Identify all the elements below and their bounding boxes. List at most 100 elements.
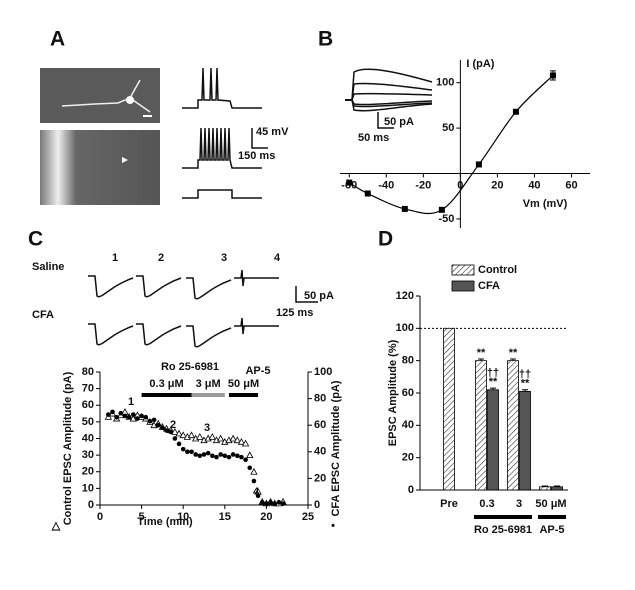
y2-tick-label: 20 <box>314 472 326 484</box>
y2-tick-label: 100 <box>314 366 332 378</box>
point <box>243 457 248 463</box>
point <box>122 413 128 419</box>
point <box>205 450 211 456</box>
scale-label: 45 mV <box>256 126 289 138</box>
point <box>218 452 223 457</box>
point <box>229 434 237 442</box>
point-label: 2 <box>170 419 176 431</box>
point <box>233 436 241 444</box>
point <box>272 501 278 506</box>
significance: ** <box>489 376 498 388</box>
y-tick-label: -50 <box>438 213 454 225</box>
point <box>118 410 124 416</box>
x-tick-label: 60 <box>565 179 577 191</box>
y-tick-label: 100 <box>396 322 414 334</box>
point <box>239 454 244 460</box>
bar <box>507 360 519 491</box>
bar <box>487 389 499 491</box>
point <box>180 446 186 452</box>
epsc-traces <box>87 269 318 348</box>
trace-row-label: Saline <box>32 261 64 273</box>
y-tick-label: 80 <box>402 355 414 367</box>
x-tick-label: Pre <box>440 498 458 510</box>
trace-col-label: 3 <box>221 252 227 264</box>
x-tick-label: -40 <box>378 179 394 191</box>
point <box>230 452 236 457</box>
y-tick-label: 20 <box>402 452 414 464</box>
bar <box>539 486 551 491</box>
x-tick-label: 20 <box>260 511 272 523</box>
x-tick-label: 20 <box>491 179 503 191</box>
y-tick-label: 10 <box>82 482 94 494</box>
point <box>189 449 194 455</box>
x-tick-label: 5 <box>139 511 145 523</box>
point <box>164 428 169 433</box>
point <box>247 465 253 471</box>
point <box>160 425 165 431</box>
point <box>234 453 240 459</box>
point <box>250 467 258 475</box>
y-axis-label: I (pA) <box>466 58 494 70</box>
significance: ** <box>521 378 530 390</box>
error-bar <box>478 358 484 361</box>
point <box>106 412 111 417</box>
group-bar <box>538 515 566 519</box>
point <box>110 409 115 415</box>
x-tick-label: 10 <box>177 511 189 523</box>
y-tick-label: 0 <box>408 484 414 496</box>
point <box>196 433 204 440</box>
y-tick-label: 120 <box>396 290 414 302</box>
panel-label: D <box>378 228 393 251</box>
point <box>197 453 203 459</box>
point <box>208 433 216 440</box>
y2-axis-label: CFA EPSC Amplitude (pA) <box>330 380 342 516</box>
point <box>185 449 190 455</box>
trace-col-label: 4 <box>274 252 281 264</box>
point <box>475 161 482 168</box>
point-label: 3 <box>204 422 210 434</box>
point <box>259 500 265 505</box>
current-clamp-traces <box>182 67 268 199</box>
point <box>401 205 408 212</box>
point <box>214 454 219 460</box>
point <box>346 179 353 186</box>
point <box>175 429 183 437</box>
trace-col-label: 2 <box>158 252 164 264</box>
point <box>246 451 254 459</box>
scale-label: 125 ms <box>276 307 313 319</box>
y2-tick-label: 0 <box>314 499 320 511</box>
scale-label: 50 pA <box>304 290 334 302</box>
significance: †† <box>519 369 531 381</box>
x-tick-label: 25 <box>302 511 314 523</box>
x-tick-label: 15 <box>219 511 231 523</box>
point <box>255 493 261 498</box>
drug-bar <box>228 393 259 397</box>
error-bar <box>510 358 516 361</box>
point <box>151 417 157 423</box>
point <box>512 108 519 115</box>
point <box>172 436 178 441</box>
trace-col-label: 1 <box>112 252 118 264</box>
bar <box>519 390 531 491</box>
error-bar <box>490 387 496 390</box>
scale-label: 50 ms <box>358 132 389 144</box>
y-tick-label: 40 <box>82 432 94 444</box>
y-tick-label: 60 <box>402 387 414 399</box>
x-tick-label: 0.3 <box>479 498 494 510</box>
y-tick-label: 0 <box>88 499 94 511</box>
y-tick-label: 30 <box>82 449 94 461</box>
drug-label: 3 μM <box>196 378 221 390</box>
point <box>364 190 371 197</box>
y-tick-label: 50 <box>82 416 94 428</box>
point <box>139 413 144 419</box>
legend-swatch <box>451 280 475 292</box>
panel-label: A <box>50 28 65 51</box>
y2-tick-label: 80 <box>314 393 326 405</box>
point-label: 1 <box>128 396 134 408</box>
y-tick-label: 100 <box>436 77 454 89</box>
fit-curve <box>348 75 554 215</box>
panel-label: B <box>318 28 333 51</box>
point <box>276 500 282 505</box>
y-tick-label: 60 <box>82 399 94 411</box>
x-tick-label: 0 <box>457 179 463 191</box>
